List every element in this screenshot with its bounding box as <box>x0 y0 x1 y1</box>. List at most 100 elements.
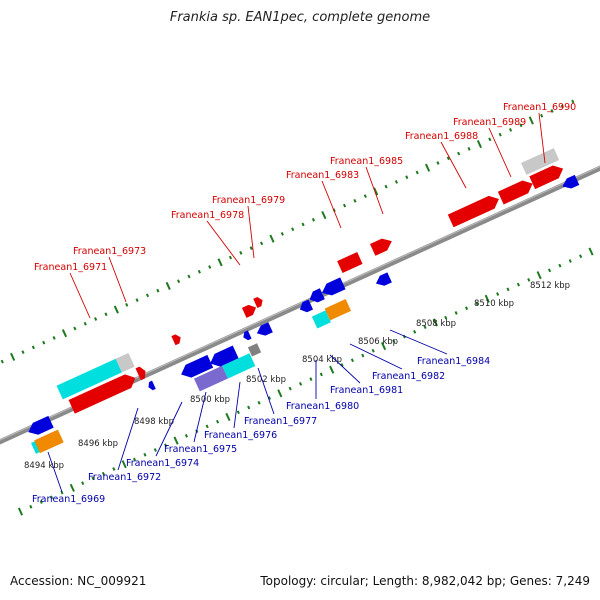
upper-tick <box>197 269 201 274</box>
gene-feature <box>256 322 273 336</box>
lower-tick <box>454 311 458 315</box>
upper-tick <box>571 99 575 104</box>
lower-tick <box>484 294 490 303</box>
map-title: Frankia sp. EAN1pec, complete genome <box>169 10 431 25</box>
gene-feature <box>241 304 257 318</box>
lower-gene-label: Franean1_6981 <box>330 385 403 396</box>
lower-gene-leader <box>389 329 448 355</box>
gene-feature <box>311 310 331 329</box>
scale-label: 8510 kbp <box>474 299 514 309</box>
lower-gene-label: Franean1_6982 <box>372 371 445 382</box>
lower-tick <box>413 329 417 334</box>
lower-tick <box>380 341 387 351</box>
upper-tick <box>280 232 284 236</box>
lower-tick <box>121 460 127 469</box>
gene-feature <box>243 330 252 341</box>
upper-tick <box>508 128 513 132</box>
scale-label: 8502 kbp <box>246 375 286 385</box>
upper-tick <box>488 137 492 142</box>
upper-tick <box>61 329 68 338</box>
lower-gene-label: Franean1_6975 <box>164 444 237 455</box>
upper-tick <box>269 234 275 243</box>
upper-gene-label: Franean1_6983 <box>286 170 359 181</box>
gene-feature <box>28 415 54 435</box>
lower-tick <box>17 507 24 516</box>
upper-tick <box>135 298 139 302</box>
lower-tick <box>153 448 157 452</box>
upper-tick <box>321 210 327 220</box>
lower-tick <box>496 292 500 296</box>
upper-gene-leader <box>206 220 241 266</box>
lower-tick <box>215 419 220 424</box>
upper-gene-label: Franean1_6988 <box>405 131 478 142</box>
lower-tick <box>547 268 552 273</box>
lower-gene-label: Franean1_6977 <box>244 416 317 427</box>
upper-tick <box>156 288 160 293</box>
gene-feature <box>210 345 239 367</box>
scale-label: 8494 kbp <box>24 461 64 471</box>
upper-gene-label: Franean1_6990 <box>503 102 576 113</box>
gene-feature <box>68 374 136 414</box>
lower-tick <box>225 412 231 422</box>
gene-feature <box>34 429 64 454</box>
upper-gene-leader <box>69 272 91 319</box>
upper-gene-label: Franean1_6989 <box>453 117 526 128</box>
gene-feature <box>115 352 135 373</box>
lower-tick <box>527 277 531 282</box>
lower-gene-leader <box>329 354 361 384</box>
upper-tick <box>373 187 379 196</box>
lower-tick <box>173 436 179 445</box>
upper-tick <box>31 345 35 350</box>
accession-label: Accession: NC_009921 <box>10 574 147 588</box>
upper-gene-leader <box>488 127 512 178</box>
gene-feature <box>181 354 214 378</box>
upper-tick <box>301 222 305 227</box>
scale-label: 8512 kbp <box>530 281 570 291</box>
upper-tick <box>0 359 4 364</box>
lower-tick <box>392 339 396 344</box>
lower-tick <box>506 287 510 292</box>
lower-tick <box>184 434 189 438</box>
genome-summary: Topology: circular; Length: 8,982,042 bp… <box>260 574 590 588</box>
upper-tick <box>187 274 191 279</box>
lower-tick <box>568 259 572 263</box>
gene-feature <box>521 148 560 175</box>
lower-tick <box>371 348 375 353</box>
lower-tick <box>29 504 33 509</box>
upper-tick <box>217 258 223 267</box>
lower-tick <box>267 396 272 400</box>
lower-tick <box>50 495 54 500</box>
lower-tick <box>257 400 261 405</box>
lower-tick <box>423 325 427 330</box>
upper-tick <box>291 227 295 232</box>
gene-feature <box>497 180 533 205</box>
lower-gene-leader <box>117 407 139 471</box>
upper-tick <box>177 279 181 284</box>
upper-tick <box>125 302 129 307</box>
gene-feature <box>193 365 228 392</box>
upper-gene-leader <box>321 180 342 229</box>
gene-feature <box>562 174 580 189</box>
upper-tick <box>446 156 450 161</box>
lower-gene-leader <box>193 391 207 443</box>
upper-tick <box>560 104 564 109</box>
upper-tick <box>249 246 253 250</box>
lower-tick <box>319 372 323 377</box>
lower-tick <box>432 318 438 327</box>
upper-tick <box>550 109 554 113</box>
scale-label: 8500 kbp <box>190 395 230 405</box>
upper-gene-label: Franean1_6973 <box>73 246 146 257</box>
upper-tick <box>228 255 233 260</box>
gene-feature <box>309 288 325 303</box>
upper-tick <box>363 194 367 198</box>
upper-tick <box>208 265 212 269</box>
lower-tick <box>91 476 95 481</box>
lower-tick <box>361 353 365 358</box>
lower-gene-label: Franean1_6976 <box>204 430 277 441</box>
upper-tick <box>528 116 534 125</box>
gene-feature <box>247 343 262 357</box>
upper-tick <box>519 123 523 128</box>
lower-gene-label: Franean1_6969 <box>32 494 105 505</box>
lower-gene-label: Franean1_6984 <box>417 356 490 367</box>
upper-gene-leader <box>538 112 546 164</box>
